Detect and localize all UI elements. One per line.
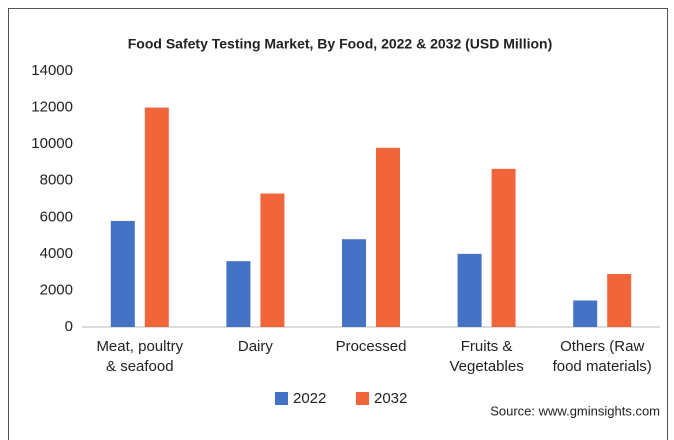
bar	[607, 273, 632, 327]
x-tick-label: Dairy	[237, 338, 273, 355]
legend-label: 2032	[374, 390, 407, 407]
y-tick-label: 8000	[40, 172, 73, 189]
legend-label: 2022	[293, 390, 326, 407]
y-tick-label: 4000	[40, 245, 73, 262]
frame	[8, 8, 668, 440]
legend-swatch	[275, 392, 288, 405]
x-tick-label: Processed	[335, 338, 407, 355]
bar	[376, 147, 400, 327]
legend-swatch	[356, 392, 369, 405]
y-tick-label: 14000	[31, 62, 73, 79]
bar	[110, 220, 135, 327]
y-tick-label: 12000	[31, 99, 73, 116]
chart-title: Food Safety Testing Market, By Food, 202…	[128, 36, 552, 52]
x-tick-label: Meat, poultry & seafood	[96, 338, 184, 375]
y-tick-label: 2000	[40, 281, 73, 298]
y-tick-label: 0	[65, 318, 73, 335]
y-tick-label: 10000	[31, 135, 73, 152]
x-tick-label: Others (Raw food materials)	[552, 338, 652, 375]
bar	[457, 253, 482, 327]
bar	[260, 193, 285, 327]
y-tick-label: 6000	[40, 208, 73, 225]
bar	[491, 168, 516, 327]
x-tick-label: Fruits & Vegetables	[449, 338, 524, 375]
bar	[144, 107, 169, 327]
source: Source: www.gminsights.com	[490, 403, 660, 418]
bar	[573, 300, 598, 327]
bar	[342, 239, 366, 327]
bar	[226, 261, 251, 327]
